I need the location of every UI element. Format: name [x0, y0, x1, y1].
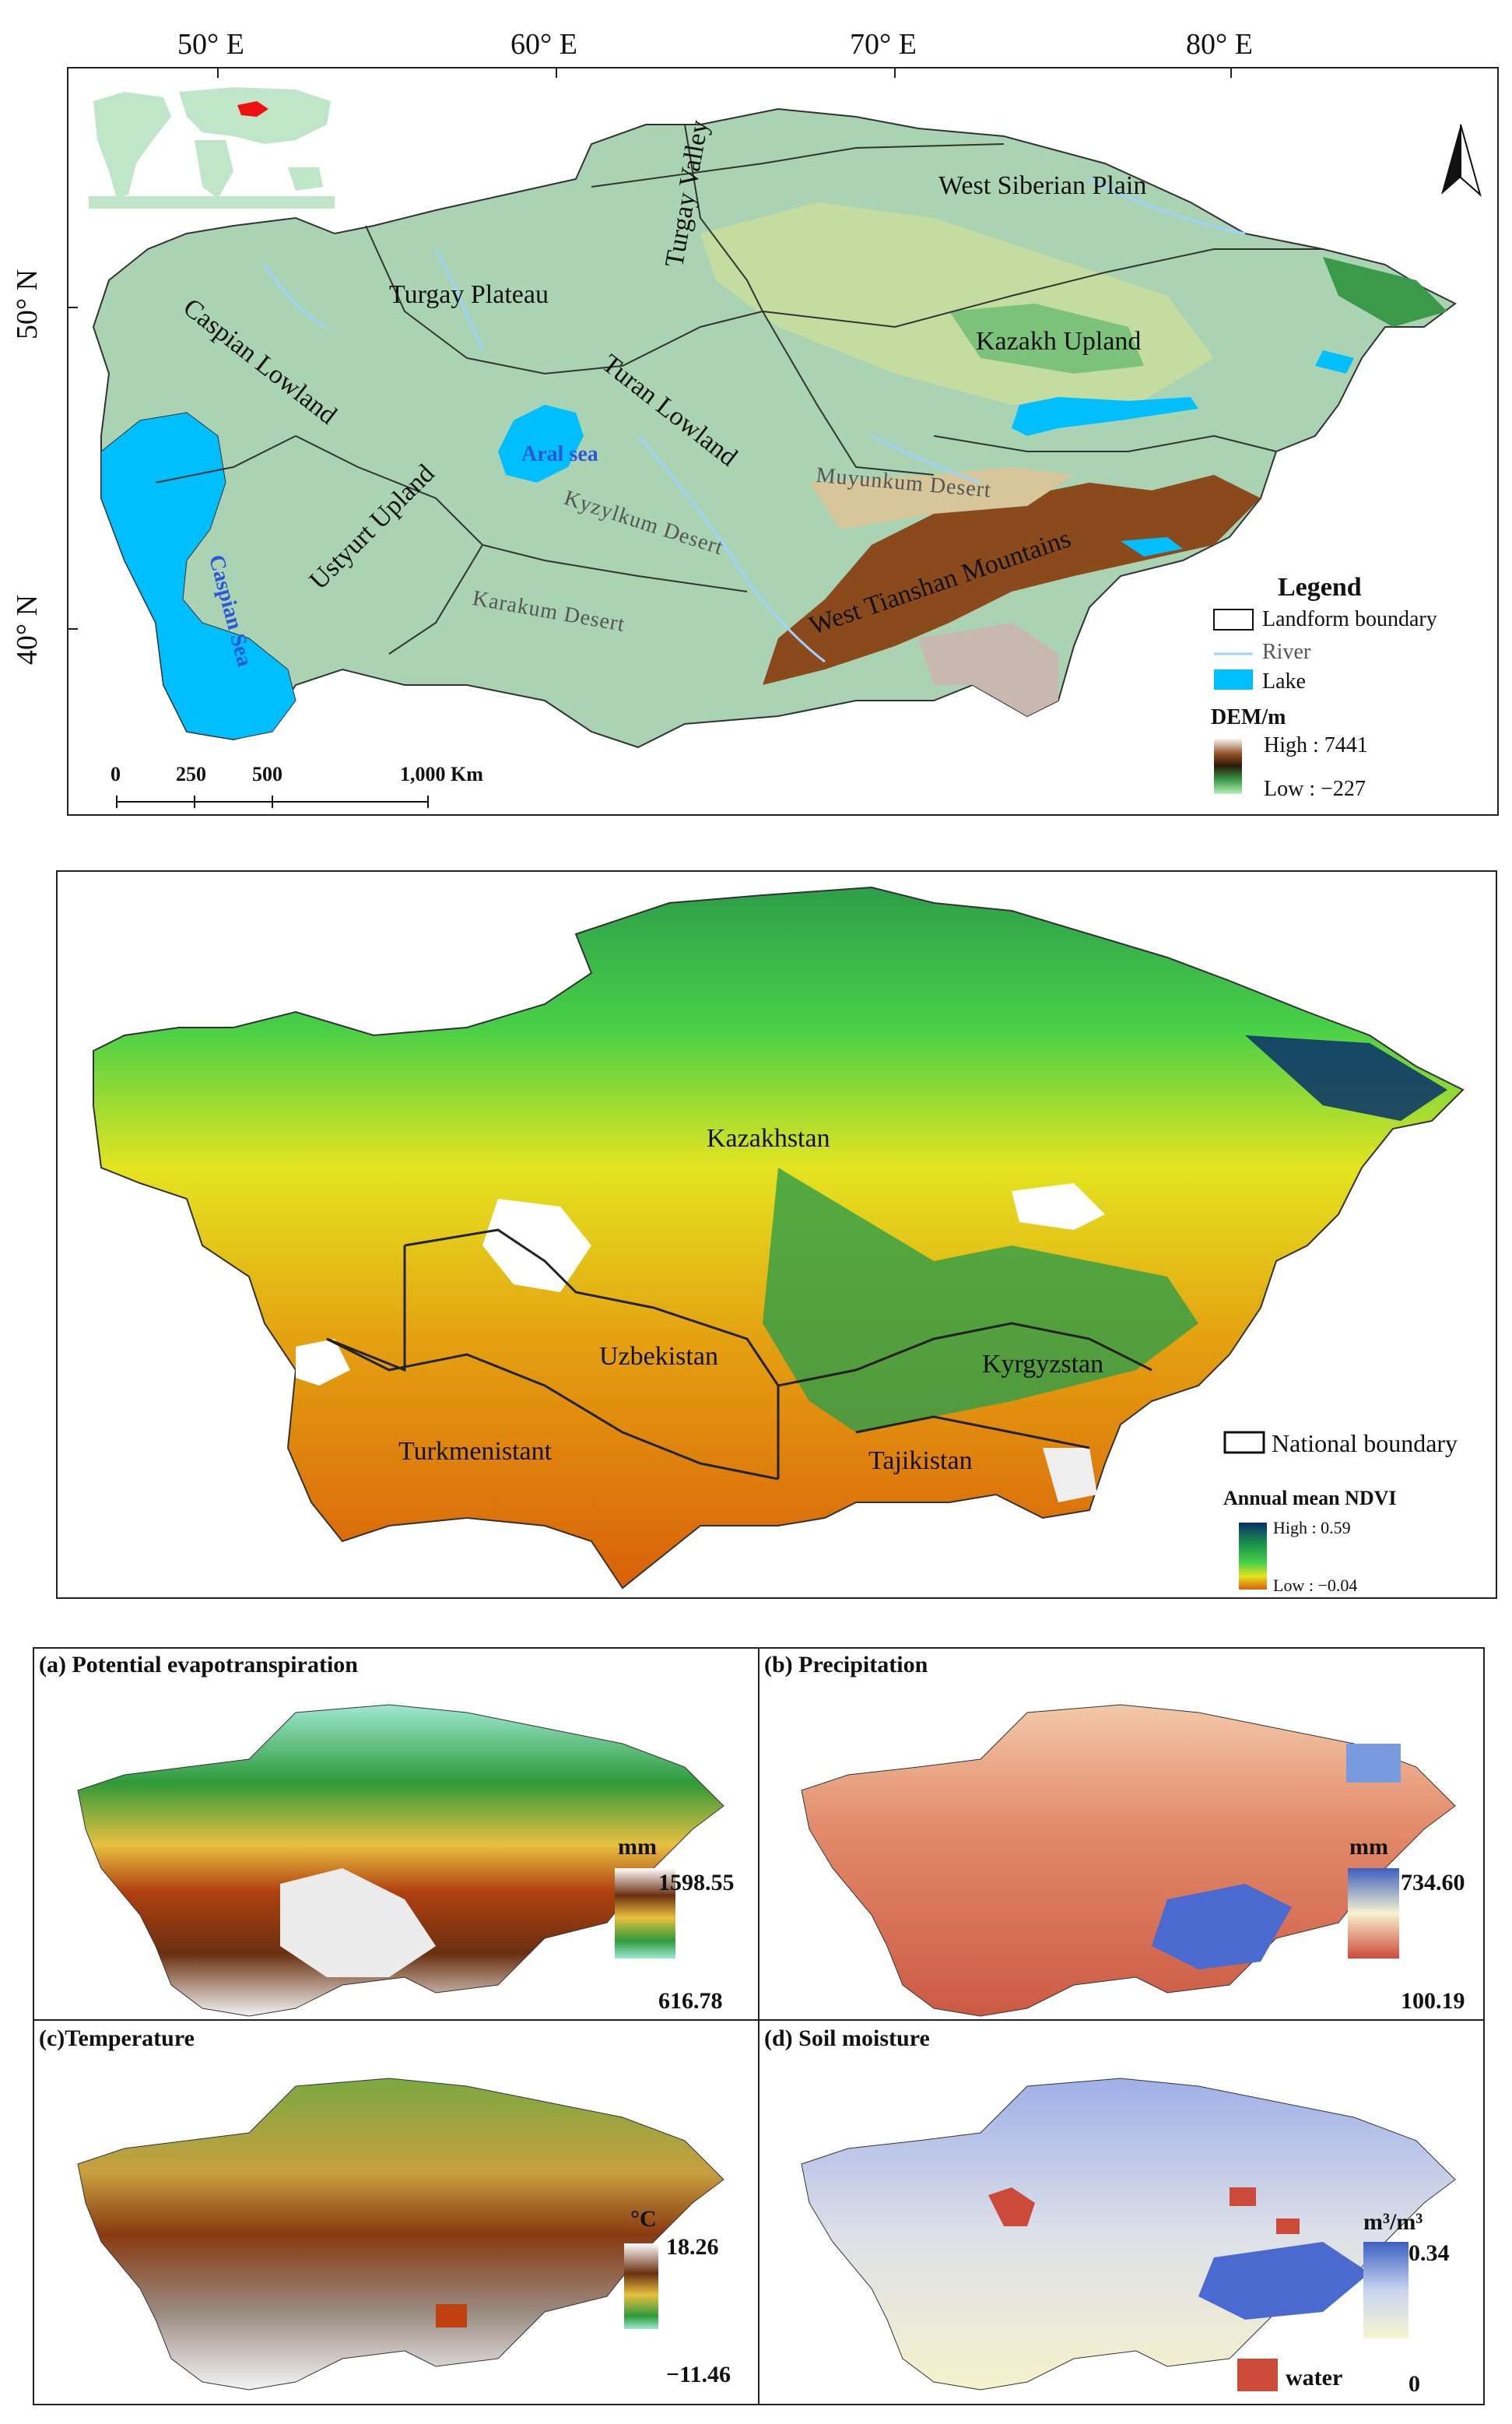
dem-legend-title: Legend	[1278, 573, 1362, 602]
scale-label-0: 0	[111, 763, 121, 785]
panel-a-title: (a) Potential evapotranspiration	[39, 1652, 358, 1677]
lon-tick-60: 60° E	[510, 28, 577, 61]
lon-tick-70: 70° E	[850, 28, 917, 61]
aral-sea	[498, 405, 584, 483]
precipitation-map	[801, 1704, 1456, 2017]
ndvi-high-label: High : 0.59	[1273, 1518, 1351, 1537]
legend-river: River	[1262, 640, 1311, 664]
pet-min: 616.78	[658, 1988, 723, 2014]
ndvi-map-graphics	[93, 886, 1465, 1590]
precip-min: 100.19	[1401, 1988, 1465, 2014]
caspian-sea	[100, 412, 296, 740]
region-kazakh-upland: Kazakh Upland	[976, 327, 1142, 356]
country-turkmenistant: Turkmenistant	[398, 1437, 553, 1466]
panel-b-title: (b) Precipitation	[764, 1652, 928, 1677]
pet-unit: mm	[618, 1834, 657, 1860]
dem-map-graphics	[67, 67, 1482, 808]
scale-bar	[116, 796, 429, 808]
temperature-map	[77, 2078, 724, 2391]
precip-max: 734.60	[1401, 1870, 1465, 1895]
pet-max: 1598.55	[658, 1870, 735, 1895]
country-tajikistan: Tajikistan	[868, 1446, 973, 1475]
soil-water-label: water	[1286, 2365, 1343, 2391]
country-kyrgyzstan: Kyrgyzstan	[982, 1350, 1104, 1379]
panel-c-title: (c)Temperature	[39, 2025, 195, 2051]
north-arrow-icon	[1441, 124, 1482, 197]
legend-landform-boundary: Landform boundary	[1262, 607, 1437, 631]
dem-high-label: High : 7441	[1264, 733, 1368, 757]
region-turgay-plateau: Turgay Plateau	[389, 280, 549, 309]
scale-label-1000: 1,000 Km	[400, 763, 483, 785]
region-west-siberian-plain: West Siberian Plain	[938, 171, 1147, 200]
dem-low-label: Low : −227	[1264, 777, 1366, 801]
pet-map	[77, 1704, 724, 2017]
temp-min: −11.46	[666, 2362, 731, 2387]
legend-national-boundary: National boundary	[1272, 1429, 1458, 1457]
panel-d-title: (d) Soil moisture	[764, 2025, 930, 2051]
precip-unit: mm	[1349, 1834, 1388, 1860]
soil-min: 0	[1409, 2371, 1420, 2397]
scale-label-250: 250	[176, 763, 206, 785]
region-aral-sea: Aral sea	[521, 442, 598, 466]
ndvi-low-label: Low : −0.04	[1273, 1576, 1358, 1595]
country-kazakhstan: Kazakhstan	[707, 1124, 830, 1153]
temp-unit: °C	[630, 2206, 657, 2232]
lon-tick-80: 80° E	[1186, 28, 1253, 61]
lon-tick-50: 50° E	[177, 28, 244, 61]
scale-label-500: 500	[252, 763, 282, 785]
world-inset	[89, 86, 335, 209]
ndvi-legend-title: Annual mean NDVI	[1223, 1487, 1397, 1509]
soil-unit: m³/m³	[1363, 2209, 1423, 2235]
country-uzbekistan: Uzbekistan	[599, 1342, 718, 1371]
temp-max: 18.26	[666, 2234, 719, 2260]
soil-moisture-map	[801, 2078, 1456, 2391]
soil-max: 0.34	[1409, 2240, 1450, 2266]
legend-lake: Lake	[1262, 669, 1306, 694]
dem-legend-scale-title: DEM/m	[1211, 705, 1286, 729]
